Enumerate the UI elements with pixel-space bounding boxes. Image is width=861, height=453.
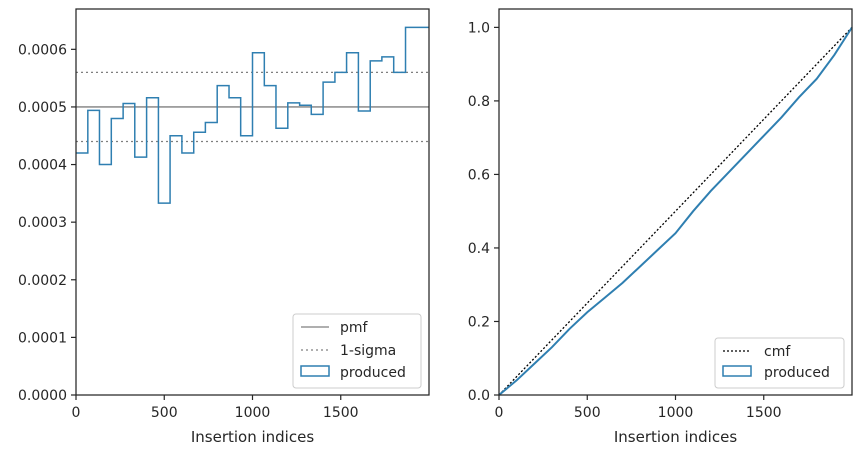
left-y-tick-label: 0.0002 <box>18 273 67 289</box>
produced-histogram <box>76 26 429 204</box>
left-x-ticks: 0 500 1000 1500 <box>72 395 359 421</box>
legend-sigma-label: 1-sigma <box>340 343 396 359</box>
right-legend: cmf produced <box>714 337 845 389</box>
legend-produced-label-right: produced <box>764 365 830 381</box>
left-legend: pmf 1-sigma produced <box>292 313 422 389</box>
produced-cdf-line <box>498 26 853 396</box>
legend-cmf-label: cmf <box>764 344 791 360</box>
legend-pmf-label: pmf <box>340 320 369 336</box>
cmf-line <box>498 26 853 396</box>
left-x-tick-label: 1500 <box>323 405 359 421</box>
left-y-tick-label: 0.0000 <box>18 388 67 404</box>
right-y-ticks: 0.0 0.2 0.4 0.6 0.8 1.0 <box>468 20 499 404</box>
left-plot-frame <box>75 8 430 396</box>
right-y-tick-label: 0.4 <box>468 241 490 257</box>
right-y-tick-label: 1.0 <box>468 20 490 36</box>
left-y-tick-label: 0.0003 <box>18 215 67 231</box>
right-x-ticks: 0 500 1000 1500 <box>495 395 782 421</box>
right-x-tick-label: 0 <box>495 405 504 421</box>
right-x-tick-label: 1500 <box>746 405 782 421</box>
right-y-tick-label: 0.0 <box>468 388 490 404</box>
left-x-tick-label: 1000 <box>235 405 271 421</box>
right-x-tick-label: 500 <box>574 405 601 421</box>
left-y-tick-label: 0.0004 <box>18 158 67 174</box>
left-x-tick-label: 0 <box>72 405 81 421</box>
left-legend-box <box>292 313 422 389</box>
left-x-tick-label: 500 <box>151 405 178 421</box>
right-x-axis-label: Insertion indices <box>614 428 737 446</box>
right-y-tick-label: 0.8 <box>468 94 490 110</box>
legend-produced-swatch-right <box>722 365 752 377</box>
right-plot-frame <box>498 8 853 396</box>
left-y-ticks: 0.0000 0.0001 0.0002 0.0003 0.0004 0.0005 0.00… <box>18 42 76 404</box>
left-y-tick-label: 0.0001 <box>18 330 67 346</box>
left-x-axis-label: Insertion indices <box>191 428 314 446</box>
cmf-chart: 0 500 1000 1500 0.0 0.2 0.4 0.6 0.8 1.0 Insertio… <box>468 8 853 446</box>
pmf-chart: 0 500 1000 1500 0.00000.00010.00020.00030.0… <box>18 8 430 446</box>
legend-produced-label: produced <box>340 365 406 381</box>
left-y-tick-label: 0.0006 <box>18 42 67 58</box>
right-plot-area <box>499 9 852 395</box>
left-y-tick-label: 0.0005 <box>18 100 67 116</box>
right-y-tick-label: 0.2 <box>468 314 490 330</box>
legend-produced-swatch <box>300 365 330 377</box>
right-y-tick-label: 0.6 <box>468 167 490 183</box>
right-x-tick-label: 1000 <box>658 405 694 421</box>
